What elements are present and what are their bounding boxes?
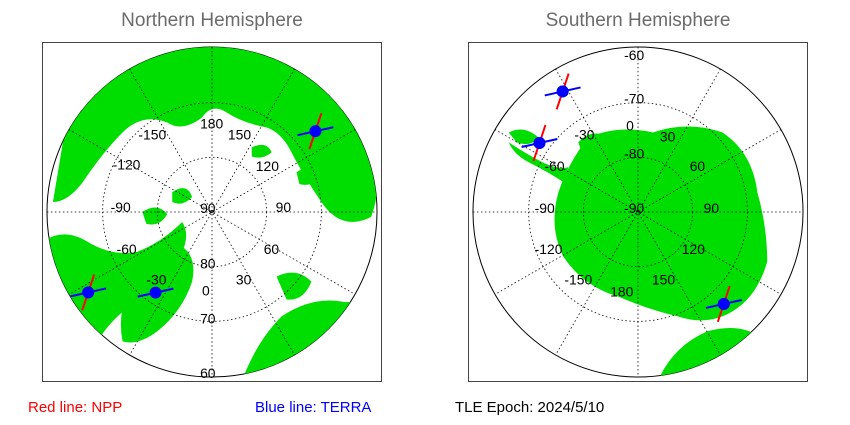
north-lon-label: 180 [200,115,223,131]
north-lon-label: 120 [256,158,279,174]
north-lon-label: 90 [276,199,292,215]
south-graticule [472,46,804,378]
south-title: Southern Hemisphere [545,10,731,31]
south-lon-label: 180 [610,284,633,300]
south-satellite-marker [717,298,730,310]
south-lon-label: 30 [660,128,676,144]
south-lat-labels: -60 -70 -80 -90 [624,47,644,216]
south-lon-label: 0 [626,117,634,133]
north-lon-label: -30 [146,272,166,288]
legend-npp: Red line: NPP [28,399,123,416]
south-lat-label: -90 [624,200,644,216]
south-map-svg: 0 30 60 90 120 150 180 -150 -120 -90 -60… [472,46,804,378]
north-satellite-tracks [70,113,334,311]
north-lat-label: 60 [200,365,216,381]
south-satellite-marker [556,85,569,98]
north-lon-labels: 180 150 -150 120 -120 90 -90 60 -60 30 -… [111,115,292,298]
north-map: 180 150 -150 120 -120 90 -90 60 -60 30 -… [42,42,382,382]
north-lon-label: -150 [138,126,166,142]
south-map: 0 30 60 90 120 150 180 -150 -120 -90 -60… [468,42,808,382]
south-lon-labels: 0 30 60 90 120 150 180 -150 -120 -90 -60… [535,117,720,299]
south-lon-label: 150 [652,272,675,288]
south-lat-label: -80 [624,145,644,161]
legend-epoch: TLE Epoch: 2024/5/10 [455,399,605,416]
north-graticule [46,46,378,378]
south-lon-label: 90 [704,200,720,216]
north-lon-label: 30 [236,272,252,288]
north-lon-label: 0 [202,283,210,299]
south-lon-label: -60 [545,158,565,174]
north-satellite-marker [149,286,162,299]
legend-terra: Blue line: TERRA [255,399,372,416]
south-lon-label: -90 [535,200,555,216]
north-map-svg: 180 150 -150 120 -120 90 -90 60 -60 30 -… [46,46,378,381]
south-lat-label: -60 [624,47,644,63]
south-lon-label: -150 [564,272,592,288]
north-lat-label: 70 [200,310,216,326]
north-satellite-marker [309,125,322,138]
south-satellite-tracks [521,73,742,323]
north-lat-label: 80 [200,256,216,272]
north-lon-label: -60 [117,241,137,257]
south-lon-label: -120 [535,241,563,257]
north-lon-label: 150 [228,126,251,142]
south-lat-label: -70 [624,91,644,107]
south-satellite-marker [533,137,546,149]
south-lon-label: 120 [682,241,705,257]
north-title: Northern Hemisphere [121,10,303,31]
north-lon-label: 60 [264,241,280,257]
north-lon-label: -90 [111,199,131,215]
north-lat-labels: 90 80 70 60 [200,200,216,381]
south-lon-label: 60 [690,158,706,174]
north-satellite-marker [82,286,95,299]
south-lon-label: -30 [574,126,594,142]
north-lon-label: -120 [113,156,141,172]
north-lat-label: 90 [200,200,216,216]
